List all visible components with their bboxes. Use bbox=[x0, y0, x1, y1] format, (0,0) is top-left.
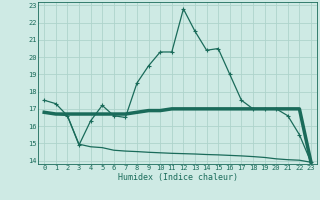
X-axis label: Humidex (Indice chaleur): Humidex (Indice chaleur) bbox=[118, 173, 238, 182]
